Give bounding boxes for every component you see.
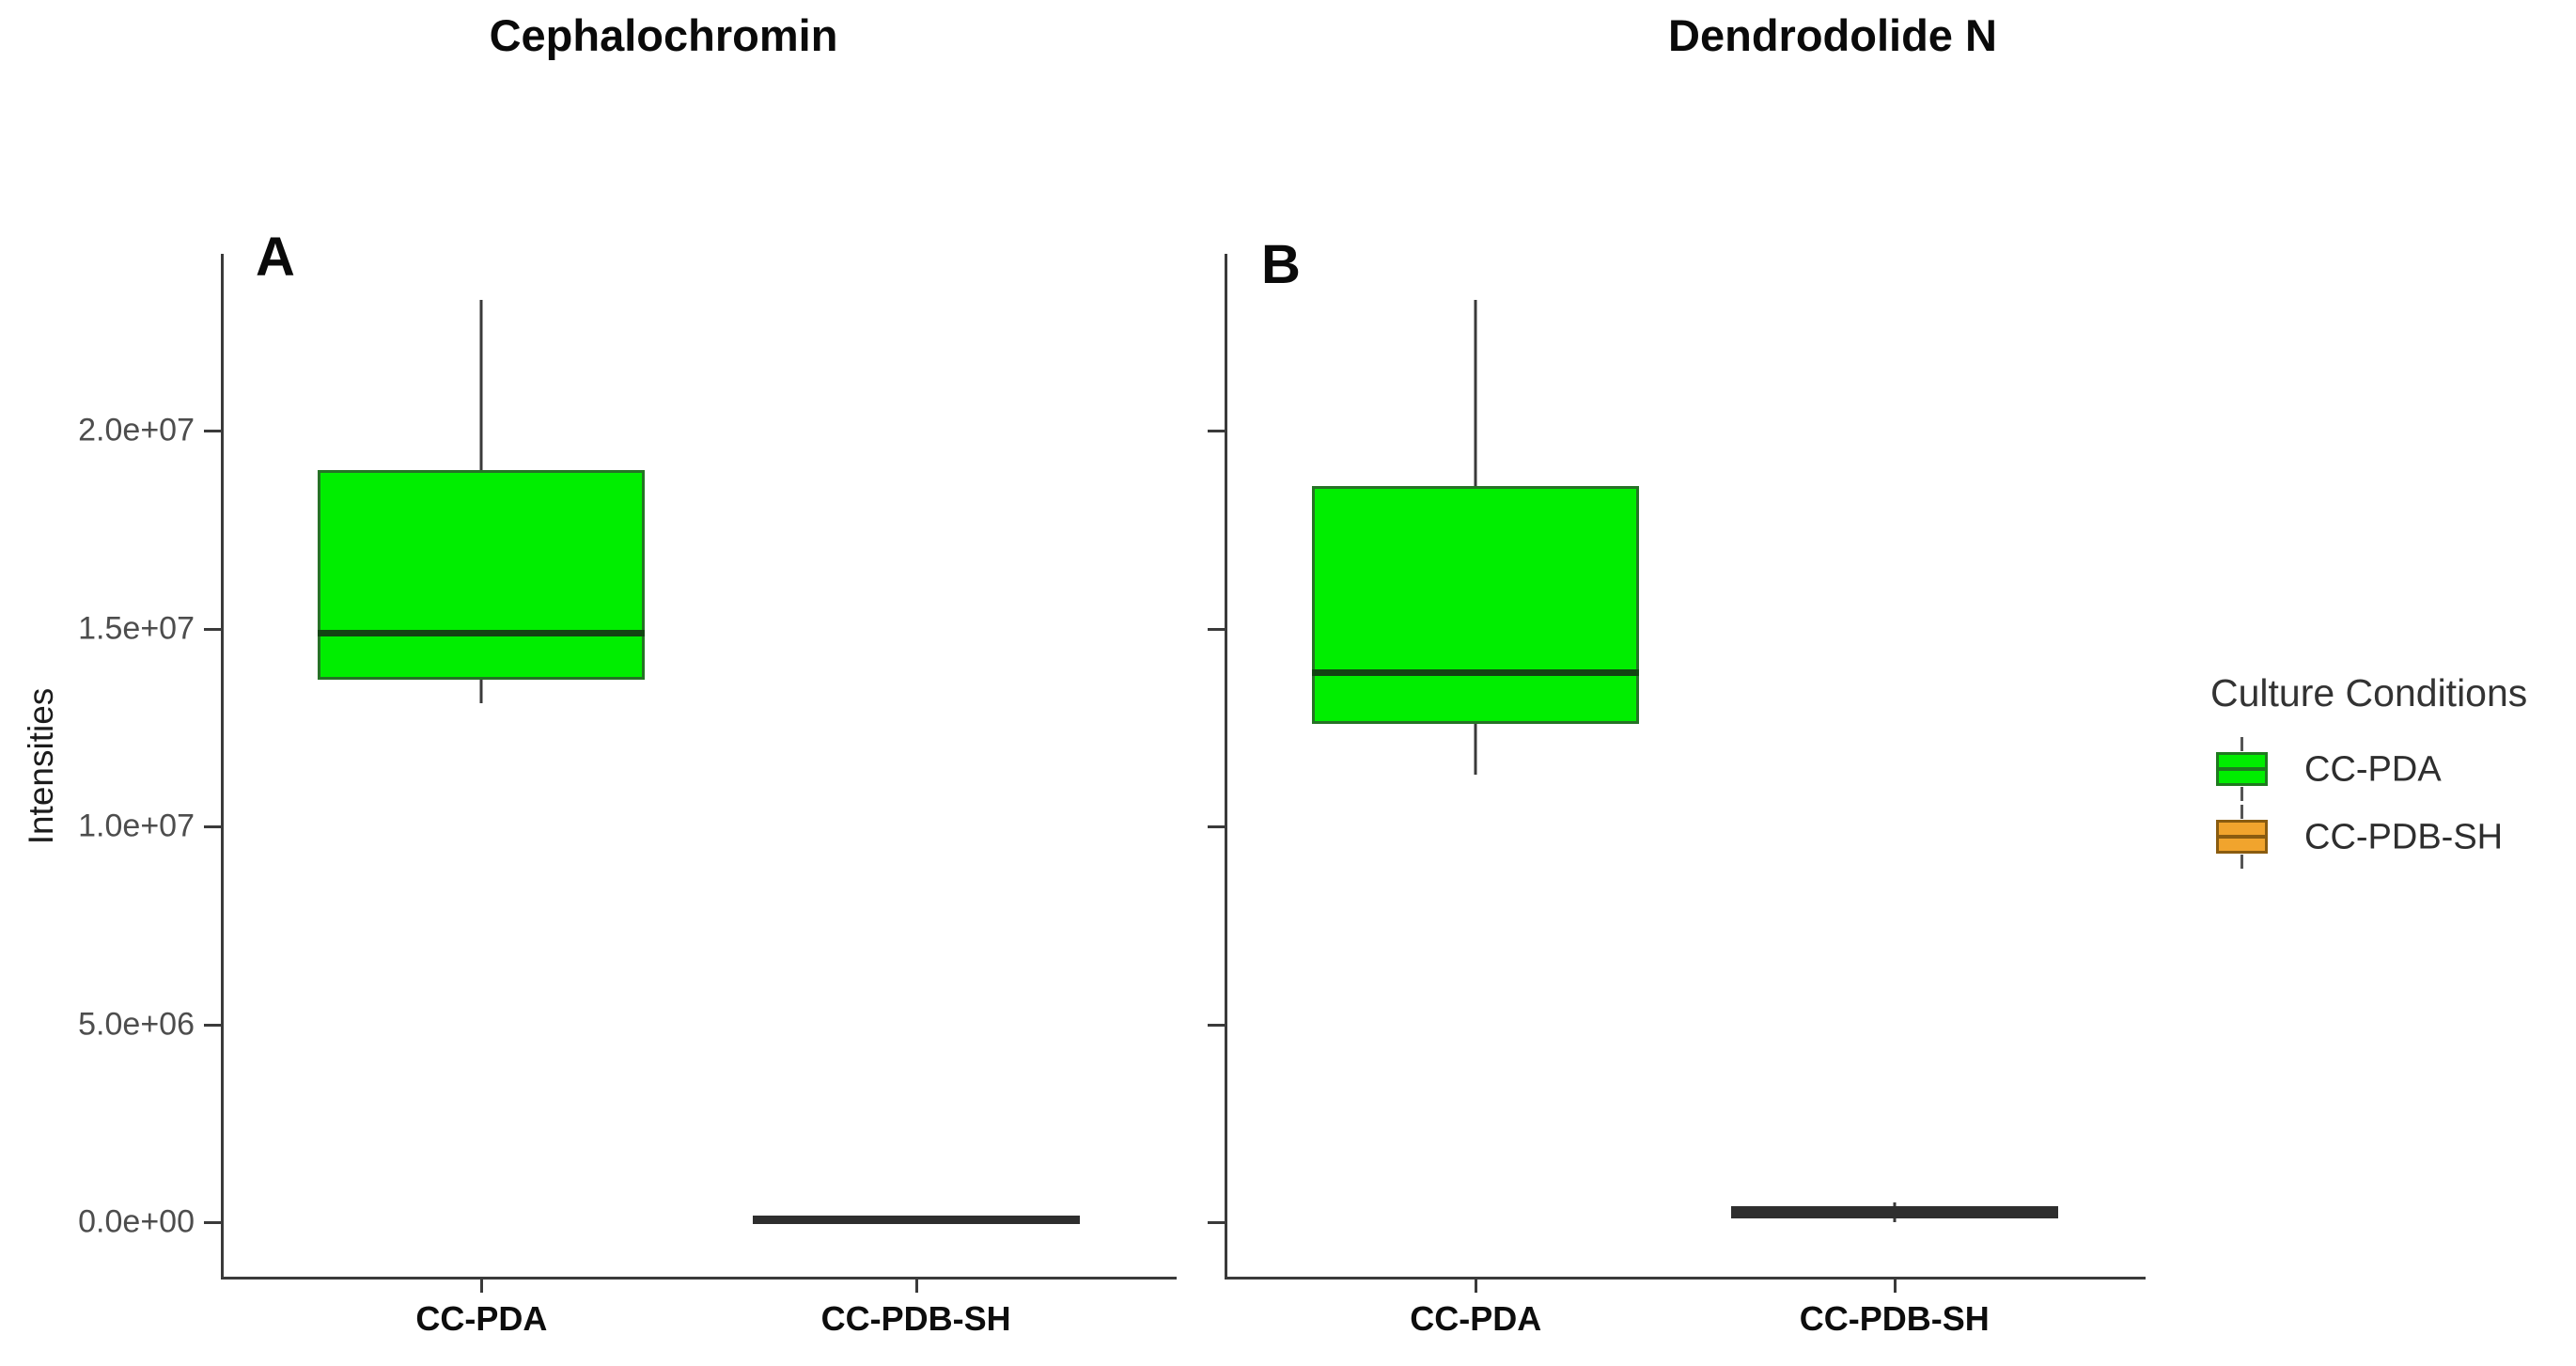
y-tick [204, 1023, 221, 1027]
panel-a-title: Cephalochromin [489, 10, 838, 60]
y-tick [1208, 430, 1225, 432]
y-tick [204, 825, 221, 828]
lower-whisker [479, 680, 483, 704]
legend-label-cc-pdb-sh: CC-PDB-SH [2304, 817, 2504, 857]
y-tick [204, 627, 221, 631]
y-tick [204, 430, 221, 432]
legend-key-orange-median-icon [2216, 835, 2268, 839]
x-tick [480, 1280, 484, 1293]
legend-key-orange-whisker-bottom-icon [2240, 855, 2243, 869]
lower-whisker [1474, 723, 1477, 776]
median-line [1312, 668, 1640, 676]
median-line [1730, 1209, 2058, 1217]
y-tick-label: 5.0e+06 [78, 1006, 195, 1042]
panel-b-title: Dendrodolide N [1668, 10, 1997, 60]
upper-whisker [1474, 300, 1477, 486]
upper-whisker [1893, 1201, 1897, 1207]
y-tick [1208, 1221, 1225, 1224]
category-label: CC-PDA [415, 1299, 548, 1338]
y-axis-line [1225, 254, 1227, 1277]
lower-whisker [1893, 1217, 1897, 1222]
y-tick [1208, 627, 1225, 631]
category-label: CC-PDA [1410, 1299, 1542, 1338]
y-axis-line [221, 254, 224, 1277]
legend-key-orange-whisker-top-icon [2240, 805, 2243, 819]
y-tick [204, 1221, 221, 1224]
median-line [752, 1215, 1080, 1222]
legend-key-green-median-icon [2216, 767, 2268, 771]
x-tick [1893, 1280, 1897, 1293]
x-tick [1475, 1280, 1478, 1293]
legend-title: Culture Conditions [2210, 671, 2528, 714]
x-tick [914, 1280, 918, 1293]
legend-label-cc-pda: CC-PDA [2304, 749, 2442, 790]
x-axis-line [1225, 1277, 2146, 1280]
y-tick-label: 2.0e+07 [78, 412, 195, 448]
panel-a-letter: A [256, 227, 295, 288]
y-tick-label: 0.0e+00 [78, 1203, 195, 1240]
y-axis-title: Intensities [22, 687, 60, 845]
y-tick [1208, 825, 1225, 828]
boxplot-box [1312, 485, 1640, 724]
x-axis-line [221, 1277, 1177, 1280]
median-line [318, 629, 646, 636]
upper-whisker [479, 300, 483, 471]
panel-b-letter: B [1261, 234, 1301, 295]
legend-key-green-whisker-bottom-icon [2240, 787, 2243, 801]
y-tick [1208, 1023, 1225, 1027]
category-label: CC-PDB-SH [820, 1299, 1011, 1338]
y-tick-label: 1.5e+07 [78, 610, 195, 646]
boxplot-box [318, 470, 646, 681]
legend-key-green-whisker-top-icon [2240, 737, 2243, 751]
y-tick-label: 1.0e+07 [78, 808, 195, 844]
category-label: CC-PDB-SH [1799, 1299, 1990, 1338]
